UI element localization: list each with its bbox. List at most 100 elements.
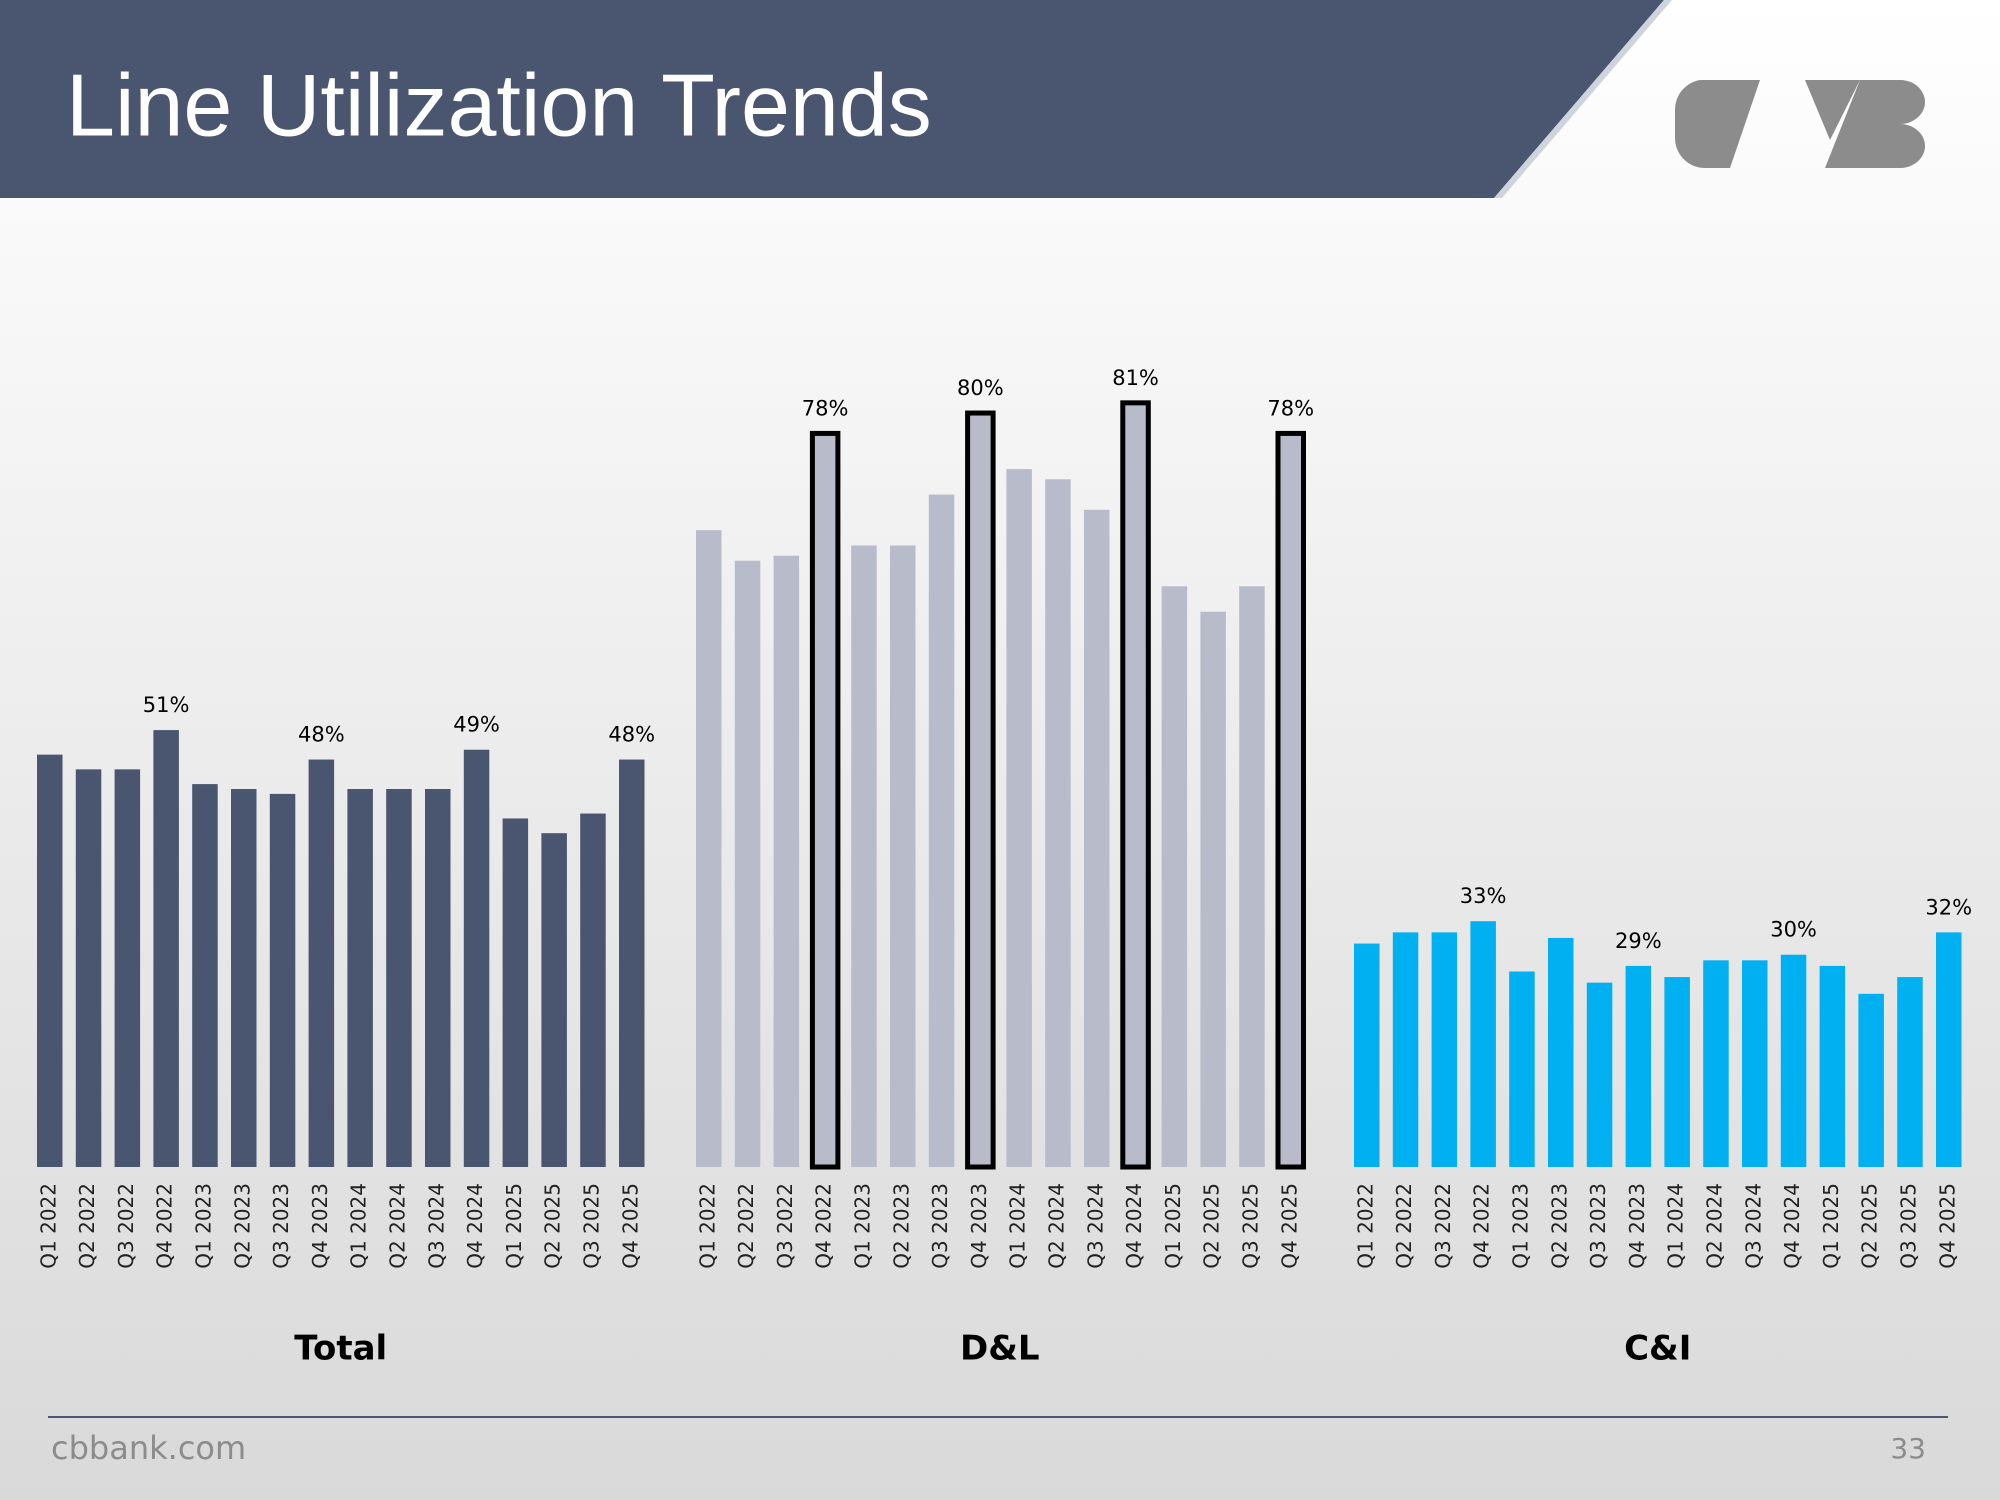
value-label: 30% (1770, 918, 1817, 942)
bar (619, 759, 645, 1167)
bar-chart: Q1 2022 Q2 2022 Q3 2022 51% Q4 2022 Q1 2023 Q2… (36, 693, 655, 1368)
x-tick-label: Q4 2025 (1935, 1183, 1959, 1269)
bar (890, 545, 916, 1167)
x-tick-label: Q4 2023 (1625, 1183, 1649, 1269)
x-tick-label: Q2 2022 (1392, 1183, 1416, 1269)
bar (75, 769, 102, 1167)
bar (734, 560, 761, 1167)
bar (1200, 611, 1226, 1167)
x-tick-label: Q3 2023 (928, 1183, 952, 1269)
bar (1742, 960, 1768, 1167)
bar (37, 754, 63, 1167)
x-tick-label: Q2 2023 (889, 1183, 913, 1269)
x-tick-label: Q2 2025 (1858, 1183, 1882, 1269)
x-tick-label: Q2 2025 (541, 1183, 565, 1269)
bar (425, 789, 451, 1167)
bar (773, 555, 800, 1167)
page-number: 33 (1890, 1432, 1926, 1465)
value-label: 80% (957, 376, 1004, 400)
x-tick-label: Q4 2024 (1122, 1183, 1146, 1269)
x-tick-label: Q1 2024 (1006, 1183, 1030, 1269)
x-tick-label: Q4 2025 (1277, 1183, 1301, 1269)
bar (580, 813, 606, 1167)
bar (1819, 965, 1846, 1167)
bar (1509, 971, 1535, 1167)
bar (1084, 509, 1110, 1167)
bar (809, 430, 841, 1170)
x-tick-label: Q3 2024 (1741, 1183, 1765, 1269)
bar (696, 530, 722, 1167)
x-tick-label: Q1 2022 (1353, 1183, 1377, 1269)
x-tick-label: Q1 2023 (1508, 1183, 1532, 1269)
bar (1625, 965, 1652, 1167)
x-tick-label: Q1 2025 (502, 1183, 526, 1269)
logo-v (1775, 80, 1860, 140)
x-tick-label: Q4 2024 (463, 1183, 487, 1269)
bar (308, 759, 335, 1167)
x-tick-label: Q1 2024 (347, 1183, 371, 1269)
x-tick-label: Q4 2023 (308, 1183, 332, 1269)
x-tick-label: Q4 2024 (1780, 1183, 1804, 1269)
x-tick-label: Q3 2022 (1431, 1183, 1455, 1269)
x-tick-label: Q2 2024 (1702, 1183, 1726, 1269)
chart-title: C&I (1624, 1329, 1691, 1369)
bar (1431, 932, 1458, 1167)
x-tick-label: Q2 2022 (75, 1183, 99, 1269)
value-label: 49% (453, 713, 500, 737)
bar (1239, 586, 1265, 1167)
logo-c (1674, 80, 1760, 168)
bar (1470, 921, 1496, 1167)
bar (1703, 960, 1729, 1167)
header-edge (1494, 0, 1672, 198)
bar (1045, 479, 1071, 1167)
bar-chart: Q1 2022 Q2 2022 Q3 2022 78% Q4 2022 Q1 2023 Q2… (695, 366, 1314, 1369)
page-title: Line Utilization Trends (66, 55, 932, 154)
bar (114, 769, 141, 1167)
bar (192, 784, 218, 1167)
bar (1006, 469, 1032, 1168)
bar (153, 730, 179, 1167)
bar (1275, 430, 1306, 1170)
x-tick-label: Q4 2025 (618, 1183, 642, 1269)
bar (928, 494, 955, 1167)
value-label: 32% (1925, 895, 1972, 919)
x-tick-label: Q4 2022 (812, 1183, 836, 1269)
x-tick-label: Q1 2025 (1819, 1183, 1843, 1269)
value-label: 48% (298, 723, 345, 747)
bar (1161, 586, 1188, 1167)
x-tick-label: Q1 2025 (1161, 1183, 1185, 1269)
x-tick-label: Q2 2023 (1547, 1183, 1571, 1269)
x-tick-label: Q3 2025 (579, 1183, 603, 1269)
x-tick-label: Q4 2023 (967, 1183, 991, 1269)
bar (502, 818, 529, 1167)
footer-website: cbbank.com (51, 1429, 246, 1467)
x-tick-label: Q1 2022 (695, 1183, 719, 1269)
bar (965, 410, 996, 1170)
x-tick-label: Q2 2024 (1044, 1183, 1068, 1269)
x-tick-label: Q1 2022 (36, 1183, 60, 1269)
x-tick-label: Q2 2025 (1200, 1183, 1224, 1269)
logo-b (1825, 80, 1925, 168)
bar (231, 789, 257, 1167)
x-tick-label: Q3 2022 (773, 1183, 797, 1269)
value-label: 78% (1267, 396, 1314, 420)
bar (851, 545, 877, 1167)
x-tick-label: Q2 2022 (734, 1183, 758, 1269)
x-tick-label: Q4 2022 (153, 1183, 177, 1269)
x-tick-label: Q2 2023 (230, 1183, 254, 1269)
chart-title: D&L (960, 1329, 1040, 1369)
bar (269, 793, 296, 1167)
bar (1586, 982, 1613, 1167)
bar (1354, 943, 1380, 1167)
x-tick-label: Q1 2023 (191, 1183, 215, 1269)
bar (1936, 932, 1962, 1167)
x-tick-label: Q3 2023 (1586, 1183, 1610, 1269)
bar (1392, 932, 1419, 1167)
bar (463, 749, 490, 1167)
x-tick-label: Q1 2023 (850, 1183, 874, 1269)
bar (1548, 937, 1574, 1167)
x-tick-label: Q3 2025 (1896, 1183, 1920, 1269)
bar-chart: Q1 2022 Q2 2022 Q3 2022 33% Q4 2022 Q1 2023 Q2… (1353, 884, 1972, 1368)
